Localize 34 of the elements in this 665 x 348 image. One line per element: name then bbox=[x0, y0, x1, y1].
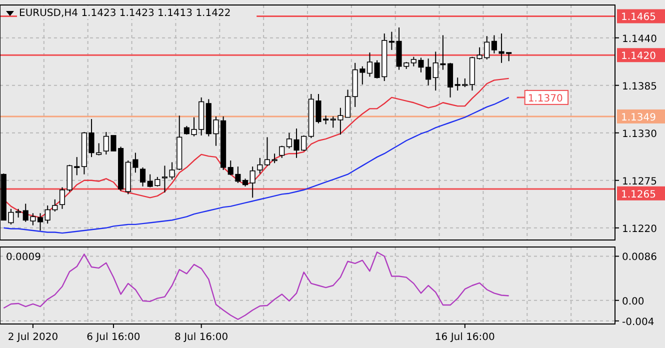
chart-title: EURUSD,H4 1.1423 1.1423 1.1413 1.1422 bbox=[19, 8, 231, 19]
candlestick bbox=[366, 52, 373, 78]
line-series bbox=[3, 252, 510, 320]
x-tick-label: 6 Jul 16:00 bbox=[86, 332, 140, 343]
ref-line-label: 1.1265 bbox=[621, 189, 656, 200]
candlestick bbox=[264, 136, 270, 166]
ref-line-label: 1.1420 bbox=[621, 51, 656, 62]
candlestick bbox=[140, 166, 146, 187]
y-tick-label: -0.004 bbox=[622, 316, 654, 328]
x-tick-label: 16 Jul 16:00 bbox=[434, 332, 495, 343]
x-tick-label: 8 Jul 16:00 bbox=[174, 332, 228, 343]
candlestick bbox=[447, 62, 454, 98]
y-tick-label: 0.0086 bbox=[622, 252, 657, 264]
y-tick-label: 1.1385 bbox=[622, 81, 657, 92]
candlestick bbox=[279, 145, 285, 158]
y-tick-label: 1.1330 bbox=[622, 128, 657, 140]
text: 0.0009 bbox=[6, 252, 41, 263]
candlestick bbox=[344, 89, 351, 118]
x-tick-label: 2 Jul 2020 bbox=[8, 332, 58, 343]
y-tick-label: 1.1220 bbox=[622, 224, 657, 235]
y-tick-label: 1.1275 bbox=[622, 176, 657, 188]
annotation: 1.1370 bbox=[528, 93, 563, 104]
ref-line-label: 1.1465 bbox=[621, 12, 656, 24]
ref-line-label: 1.1349 bbox=[621, 112, 656, 124]
candlestick bbox=[257, 157, 263, 174]
candlestick bbox=[169, 162, 175, 180]
candlestick bbox=[162, 165, 168, 193]
y-tick-label: 0.00 bbox=[622, 296, 644, 308]
y-tick-label: 1.1440 bbox=[622, 34, 657, 45]
line-series bbox=[3, 96, 510, 234]
candlestick bbox=[250, 166, 256, 198]
candlestick bbox=[59, 186, 66, 210]
candlestick bbox=[37, 212, 44, 231]
candlestick bbox=[491, 34, 497, 54]
